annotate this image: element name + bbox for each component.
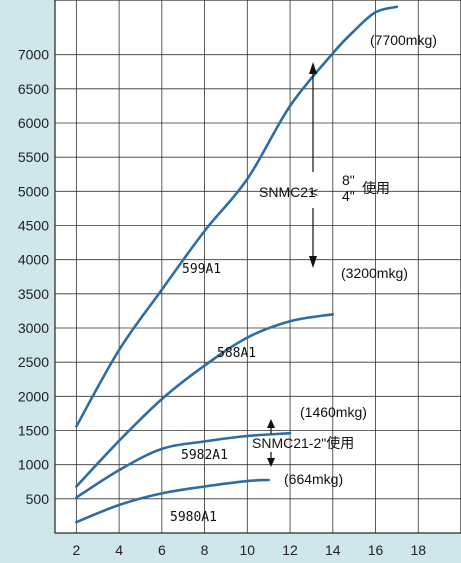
snmc-bracket-glyph: < <box>310 184 318 200</box>
series-label-5982A1: 5982A1 <box>181 448 228 463</box>
series-line-599A1 <box>75 5 399 428</box>
x-tick-label: 2 <box>72 542 80 558</box>
snmc-2-arrow <box>267 419 275 467</box>
annotation-664mkg: (664mkg) <box>284 471 343 487</box>
annotation-7700mkg: (7700mkg) <box>370 32 437 48</box>
snmc-label-suffix: 使用 <box>362 180 390 196</box>
x-tick-label: 16 <box>368 542 384 558</box>
tick-labels: 500 1000 1500 2000 2500 3000 3500 4000 4500 5000 5… <box>18 47 426 558</box>
x-tick-label: 12 <box>282 542 298 558</box>
y-tick-label: 3000 <box>18 320 49 336</box>
snmc-range-arrow <box>309 62 317 268</box>
series-line-5982A1 <box>75 431 292 499</box>
y-tick-label: 6000 <box>18 115 49 131</box>
y-tick-label: 7000 <box>18 47 49 63</box>
series-label-599A1: 599A1 <box>182 262 221 277</box>
x-tick-label: 18 <box>410 542 426 558</box>
x-tick-label: 10 <box>240 542 256 558</box>
snmc-label-prefix: SNMC21 <box>259 184 316 200</box>
x-tick-label: 8 <box>201 542 209 558</box>
annotation-3200mkg: (3200mkg) <box>341 265 408 281</box>
snmc-frac-bot: 4" <box>342 188 355 204</box>
snmc-2-label: SNMC21-2"使用 <box>252 435 354 451</box>
x-tick-label: 4 <box>115 542 123 558</box>
series-label-5980A1: 5980A1 <box>170 510 217 525</box>
y-tick-label: 4000 <box>18 252 49 268</box>
series-line-5980A1 <box>75 478 270 524</box>
y-tick-label: 6500 <box>18 81 49 97</box>
grid <box>55 0 461 533</box>
series-lines <box>75 5 399 524</box>
y-tick-label: 1500 <box>18 423 49 439</box>
snmc-frac-top: 8" <box>342 172 355 188</box>
y-tick-label: 5500 <box>18 149 49 165</box>
y-tick-label: 1000 <box>18 457 49 473</box>
y-tick-label: 2500 <box>18 354 49 370</box>
y-tick-label: 5000 <box>18 183 49 199</box>
series-line-588A1 <box>75 313 335 488</box>
y-tick-label: 4500 <box>18 218 49 234</box>
y-tick-label: 3500 <box>18 286 49 302</box>
y-tick-label: 2000 <box>18 388 49 404</box>
x-tick-label: 14 <box>325 542 341 558</box>
x-tick-label: 6 <box>158 542 166 558</box>
annotation-1460mkg: (1460mkg) <box>300 404 367 420</box>
y-tick-label: 500 <box>26 491 50 507</box>
series-label-588A1: 588A1 <box>217 346 256 361</box>
